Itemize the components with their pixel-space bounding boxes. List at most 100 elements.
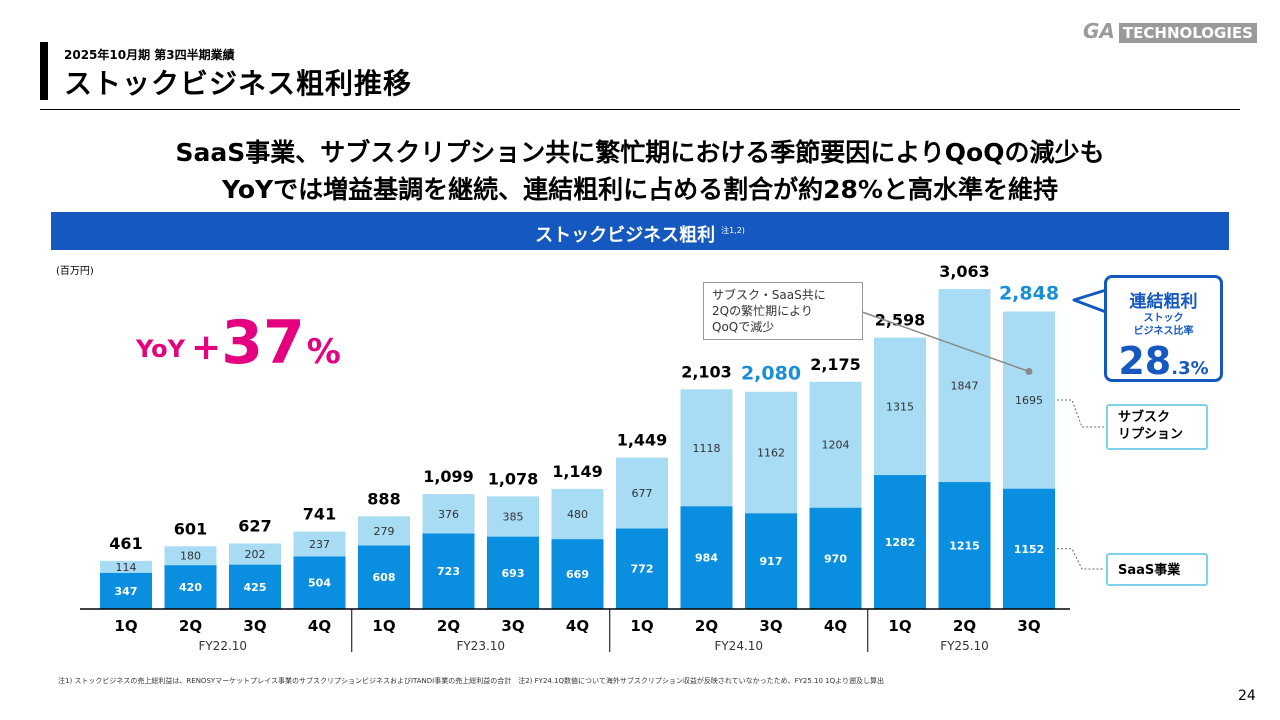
bar-subscription bbox=[809, 381, 862, 508]
data-label-saas: 772 bbox=[631, 563, 654, 576]
data-label-saas: 1282 bbox=[885, 536, 916, 549]
bar-subscription bbox=[358, 516, 410, 546]
data-label-subscription: 237 bbox=[309, 538, 330, 551]
category-tick-label: 4Q bbox=[824, 617, 847, 635]
bar-saas bbox=[100, 572, 152, 609]
bar-subscription bbox=[293, 531, 346, 557]
logo-ga: GA bbox=[1083, 19, 1115, 43]
data-label-saas: 693 bbox=[502, 567, 525, 580]
total-label: 741 bbox=[303, 505, 336, 524]
bar-subscription bbox=[874, 337, 926, 476]
total-label: 2,175 bbox=[810, 355, 861, 374]
yoy-growth: YoY +37% bbox=[136, 308, 341, 378]
page-number: 24 bbox=[1238, 688, 1256, 704]
company-logo: GA TECHNOLOGIES bbox=[1083, 19, 1257, 43]
fiscal-year-label: FY25.10 bbox=[940, 639, 989, 653]
page-title: ストックビジネス粗利推移 bbox=[64, 67, 413, 100]
bar-saas bbox=[745, 513, 797, 609]
callout-line: 2Qの繁忙期により bbox=[712, 304, 813, 318]
data-label-subscription: 1204 bbox=[822, 439, 850, 452]
bar-saas bbox=[229, 564, 281, 609]
data-label-saas: 669 bbox=[566, 568, 589, 581]
legend-connector-subscription bbox=[1057, 399, 1104, 428]
category-tick-label: 1Q bbox=[630, 617, 653, 635]
bar-saas bbox=[680, 506, 733, 609]
period-label: 2025年10月期 第3四半期業績 bbox=[64, 48, 235, 62]
legend-saas: SaaS事業 bbox=[1106, 553, 1208, 586]
ratio-value-dec: .3% bbox=[1171, 358, 1209, 379]
category-tick-label: 1Q bbox=[372, 617, 395, 635]
bar-saas bbox=[358, 545, 410, 609]
data-label-saas: 347 bbox=[115, 585, 138, 598]
total-label: 601 bbox=[174, 519, 207, 538]
bar-saas bbox=[1003, 488, 1055, 609]
callout-note: サブスク・SaaS共に 2Qの繁忙期により QoQで減少 bbox=[703, 282, 863, 340]
data-label-subscription: 677 bbox=[632, 487, 653, 500]
ratio-value-int: 28 bbox=[1118, 339, 1172, 383]
callout-leader-dot bbox=[1025, 367, 1033, 375]
data-label-subscription: 1695 bbox=[1015, 394, 1043, 407]
data-label-saas: 984 bbox=[695, 552, 718, 565]
data-label-saas: 608 bbox=[373, 571, 396, 584]
bar-subscription bbox=[100, 560, 152, 573]
bar-saas bbox=[164, 565, 217, 609]
bar-subscription bbox=[487, 496, 539, 537]
total-label: 2,103 bbox=[681, 362, 732, 381]
legend-subscription-line2: リプション bbox=[1118, 427, 1184, 442]
category-tick-label: 4Q bbox=[566, 617, 589, 635]
footnote: 注1) ストックビジネスの売上総利益は、RENOSYマーケットプレイス事業のサブ… bbox=[58, 677, 885, 685]
bar-subscription bbox=[422, 494, 475, 534]
bar-saas bbox=[616, 528, 668, 609]
data-label-saas: 970 bbox=[824, 552, 847, 565]
data-label-saas: 917 bbox=[760, 555, 783, 568]
ratio-title: 連結粗利 bbox=[1129, 292, 1198, 312]
legend-subscription: サブスク リプション bbox=[1106, 404, 1208, 450]
total-label: 1,099 bbox=[423, 467, 474, 486]
yoy-sign: + bbox=[191, 327, 222, 368]
category-tick-label: 1Q bbox=[888, 617, 911, 635]
bar-saas bbox=[809, 507, 862, 609]
logo-tech: TECHNOLOGIES bbox=[1118, 23, 1257, 43]
category-tick-label: 1Q bbox=[114, 617, 137, 635]
total-label: 3,063 bbox=[939, 262, 990, 281]
data-label-subscription: 279 bbox=[374, 525, 395, 538]
category-tick-label: 3Q bbox=[759, 617, 782, 635]
category-tick-label: 4Q bbox=[308, 617, 331, 635]
data-label-saas: 1152 bbox=[1014, 543, 1045, 556]
category-tick-label: 2Q bbox=[695, 617, 718, 635]
fiscal-year-label: FY23.10 bbox=[456, 639, 505, 653]
data-label-subscription: 385 bbox=[503, 510, 524, 523]
total-label: 627 bbox=[238, 516, 271, 535]
yoy-value: 37 bbox=[221, 308, 305, 378]
category-tick-label: 3Q bbox=[243, 617, 266, 635]
yoy-unit: % bbox=[306, 332, 341, 372]
bar-saas bbox=[422, 533, 475, 609]
callout-line: QoQで減少 bbox=[712, 320, 775, 334]
legend-subscription-line1: サブスク bbox=[1118, 410, 1171, 425]
bar-subscription bbox=[229, 543, 281, 565]
data-label-subscription: 1162 bbox=[757, 446, 785, 459]
total-label: 888 bbox=[367, 489, 400, 508]
title-accent-bar bbox=[40, 42, 48, 100]
category-tick-label: 3Q bbox=[1017, 617, 1040, 635]
total-label: 1,149 bbox=[552, 462, 603, 481]
unit-label: (百万円) bbox=[56, 266, 94, 277]
data-label-saas: 425 bbox=[244, 581, 267, 594]
data-label-subscription: 480 bbox=[567, 508, 588, 521]
bar-saas bbox=[938, 482, 991, 609]
data-label-subscription: 202 bbox=[245, 548, 266, 561]
bar-saas bbox=[551, 539, 604, 609]
bar-subscription bbox=[616, 457, 668, 529]
chart-title: ストックビジネス粗利 bbox=[535, 225, 716, 246]
bar-subscription bbox=[745, 391, 797, 514]
total-label: 461 bbox=[109, 534, 142, 553]
data-label-subscription: 180 bbox=[180, 550, 201, 563]
ratio-sub2: ビジネス比率 bbox=[1133, 326, 1194, 337]
category-tick-label: 3Q bbox=[501, 617, 524, 635]
chart-title-note: 注1,2) bbox=[721, 226, 745, 235]
ratio-pointer bbox=[1072, 288, 1108, 314]
category-tick-label: 2Q bbox=[953, 617, 976, 635]
category-tick-label: 2Q bbox=[437, 617, 460, 635]
data-label-saas: 420 bbox=[179, 581, 202, 594]
